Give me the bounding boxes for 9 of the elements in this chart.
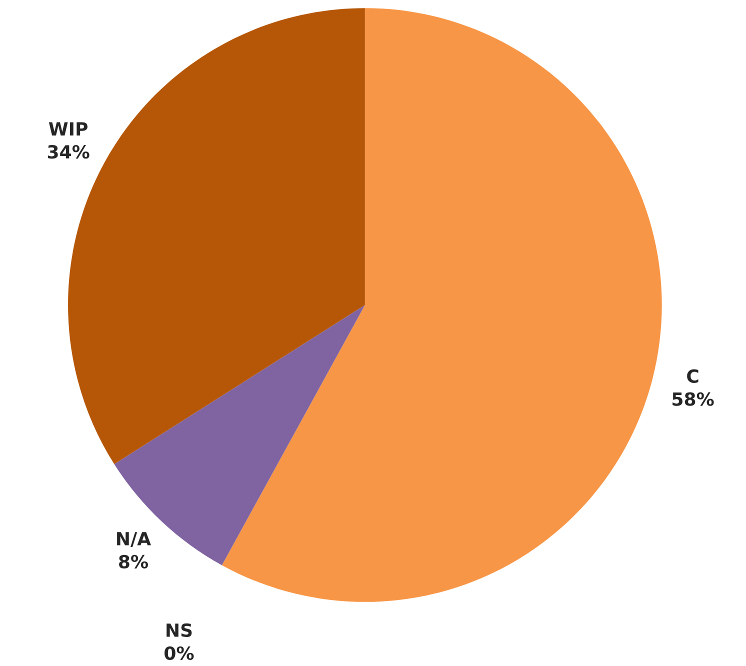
category-label: NS [166,623,192,638]
text: 0% [164,646,194,660]
slice-label: N/A [117,532,151,547]
data-label: 34% [48,145,90,159]
slice-label: WIP [48,122,88,136]
pie-slice [222,8,662,602]
slice-label: C [687,369,698,383]
data-label: 8% [119,554,148,568]
data-label: 58% [672,392,714,406]
